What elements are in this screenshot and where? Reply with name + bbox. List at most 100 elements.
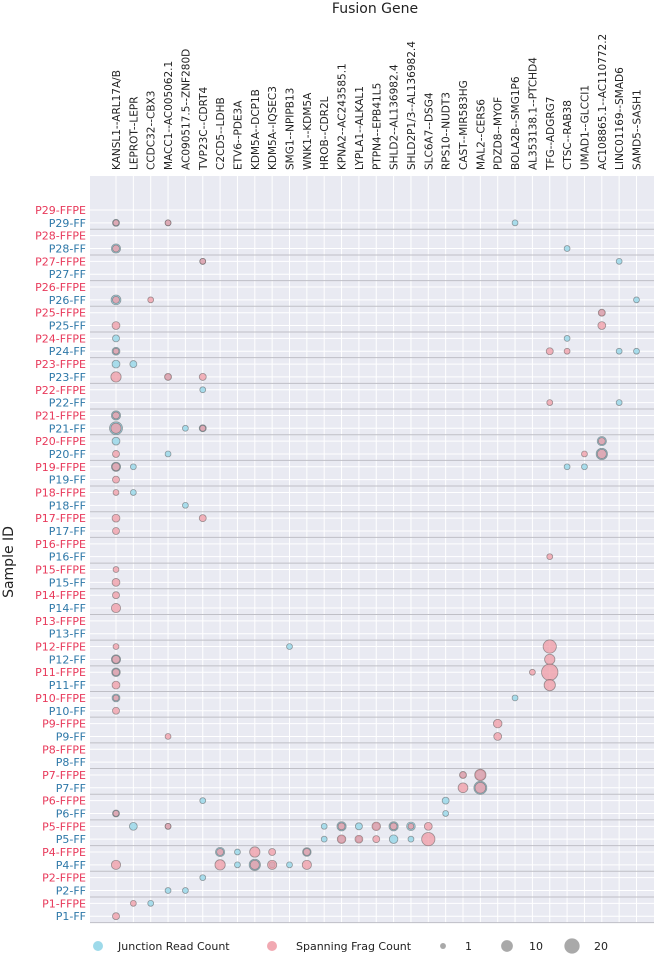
spanning-bubble: [111, 513, 121, 523]
spanning-bubble: [164, 733, 172, 740]
spanning-bubble: [301, 859, 312, 870]
junction-bubble: [581, 463, 588, 471]
junction-bubble: [129, 360, 138, 368]
y-axis-title: Sample ID: [1, 526, 17, 598]
spanning-bubble: [112, 810, 120, 817]
spanning-bubble: [336, 834, 347, 844]
spanning-bubble: [199, 424, 207, 432]
sample-label: P27-FFPE: [35, 255, 86, 268]
sample-label: P12-FF: [49, 653, 86, 666]
legend-size-marker: [564, 938, 580, 954]
sample-label: P13-FFPE: [35, 615, 86, 628]
junction-bubble: [129, 821, 138, 831]
sample-label: P1-FF: [56, 910, 86, 923]
spanning-bubble: [164, 373, 172, 381]
sample-label: P27-FF: [49, 268, 86, 281]
sample-label: P14-FFPE: [35, 589, 86, 602]
spanning-bubble: [545, 347, 554, 356]
gene-label: CAST--MIR583HG: [458, 80, 470, 170]
spanning-bubble: [249, 846, 261, 858]
sample-label: P29-FFPE: [35, 204, 86, 217]
spanning-bubble: [543, 679, 556, 692]
sample-label: P4-FF: [56, 859, 86, 872]
spanning-bubble: [112, 219, 120, 227]
spanning-bubble: [147, 296, 155, 304]
gene-label: AC090517.5--ZNF280D: [180, 49, 192, 170]
junction-bubble: [442, 810, 449, 817]
spanning-bubble: [597, 437, 606, 446]
junction-bubble: [615, 399, 623, 406]
spanning-bubble: [354, 834, 364, 844]
gene-label: ETV6--PDE3A: [232, 100, 244, 170]
legend-spanning-label: Spanning Frag Count: [296, 940, 412, 953]
spanning-bubble: [459, 771, 467, 779]
sample-label: P25-FF: [49, 320, 86, 333]
gene-label: AC108865.1--AC110772.2: [597, 34, 609, 170]
junction-bubble: [199, 874, 207, 882]
sample-label: P18-FFPE: [35, 486, 86, 499]
spanning-bubble: [457, 782, 469, 794]
sample-label: P24-FF: [49, 345, 86, 358]
spanning-bubble: [112, 694, 120, 702]
junction-bubble: [234, 848, 241, 856]
sample-label: P13-FF: [49, 628, 86, 641]
spanning-bubble: [493, 718, 503, 729]
junction-bubble: [234, 861, 241, 869]
spanning-bubble: [112, 244, 120, 253]
spanning-bubble: [421, 832, 436, 847]
junction-bubble: [615, 347, 623, 355]
sample-label: P15-FFPE: [35, 564, 86, 577]
legend-junction-marker: [93, 941, 103, 951]
spanning-bubble: [214, 859, 226, 871]
spanning-bubble: [112, 489, 120, 496]
sample-label: P19-FFPE: [35, 461, 86, 474]
sample-label: P2-FFPE: [42, 872, 86, 885]
spanning-bubble: [546, 399, 554, 406]
spanning-bubble: [389, 822, 398, 831]
sample-label: P17-FFPE: [35, 512, 86, 525]
gene-label: WNK1--KDM5A: [302, 92, 314, 170]
spanning-bubble: [268, 848, 277, 856]
sample-label: P9-FF: [56, 730, 86, 743]
gene-label: CTSC--RAB38: [562, 100, 574, 170]
gene-label: KPNA2--AC243585.1: [337, 63, 349, 170]
junction-bubble: [441, 796, 450, 805]
spanning-bubble: [542, 639, 557, 654]
spanning-bubble: [111, 578, 121, 587]
sample-label: P16-FFPE: [35, 538, 86, 551]
sample-label: P28-FF: [49, 243, 86, 256]
legend-size-marker: [501, 940, 513, 952]
sample-label: P5-FF: [56, 833, 86, 846]
sample-label: P6-FFPE: [42, 795, 86, 808]
bubbles: [109, 218, 640, 921]
spanning-bubble: [112, 566, 120, 573]
x-axis-title: Fusion Gene: [332, 1, 418, 17]
gene-label: KDM5A--IQSEC3: [267, 86, 279, 170]
junction-bubble: [199, 797, 207, 804]
gene-label: MAL2--CERS6: [475, 99, 487, 170]
sample-label: P14-FF: [49, 602, 86, 615]
sample-label: P7-FF: [56, 782, 86, 795]
legend-spanning-marker: [267, 941, 277, 951]
plot-panel: [90, 176, 654, 923]
junction-bubble: [130, 463, 137, 471]
gene-label: PDZD8--MYOF: [493, 97, 505, 170]
gene-label: LINC01169--SMAD6: [614, 67, 626, 170]
sample-label: P28-FFPE: [35, 230, 86, 243]
junction-bubble: [633, 296, 640, 304]
spanning-bubble: [493, 732, 503, 741]
sample-label: P26-FFPE: [35, 281, 86, 294]
legend-size-label: 10: [529, 940, 543, 953]
junction-bubble: [511, 694, 519, 702]
spanning-bubble: [112, 912, 120, 921]
spanning-bubble: [111, 462, 121, 472]
sample-label: P12-FFPE: [35, 641, 86, 654]
sample-label: P20-FF: [49, 448, 86, 461]
junction-bubble: [111, 359, 121, 369]
sample-label: P21-FF: [49, 422, 86, 435]
gene-label: LYPLA1--ALKAL1: [354, 86, 366, 170]
junction-bubble: [111, 436, 121, 446]
sample-label: P23-FF: [49, 371, 86, 384]
spanning-bubble: [110, 603, 122, 614]
spanning-bubble: [563, 347, 571, 355]
